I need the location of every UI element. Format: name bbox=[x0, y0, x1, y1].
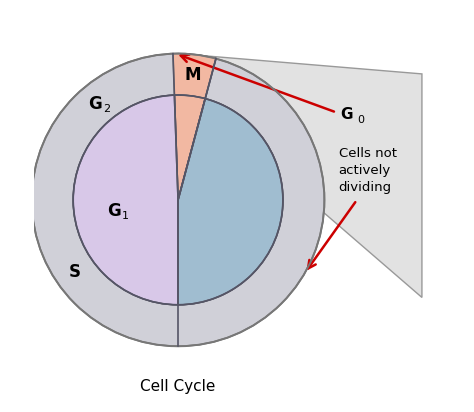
Wedge shape bbox=[73, 95, 178, 305]
Text: 2: 2 bbox=[103, 104, 110, 114]
Wedge shape bbox=[174, 95, 205, 200]
Text: M: M bbox=[184, 66, 201, 84]
Text: 0: 0 bbox=[358, 115, 365, 125]
Wedge shape bbox=[32, 54, 324, 346]
Text: 1: 1 bbox=[122, 211, 129, 221]
Text: G: G bbox=[89, 95, 102, 113]
Wedge shape bbox=[173, 54, 216, 98]
Text: G: G bbox=[107, 202, 121, 220]
Text: Cells not
actively
dividing: Cells not actively dividing bbox=[338, 147, 397, 194]
Text: S: S bbox=[69, 263, 81, 281]
Text: G: G bbox=[341, 107, 353, 122]
Text: Cell Cycle: Cell Cycle bbox=[140, 379, 216, 394]
Polygon shape bbox=[178, 54, 422, 297]
Wedge shape bbox=[178, 98, 283, 305]
